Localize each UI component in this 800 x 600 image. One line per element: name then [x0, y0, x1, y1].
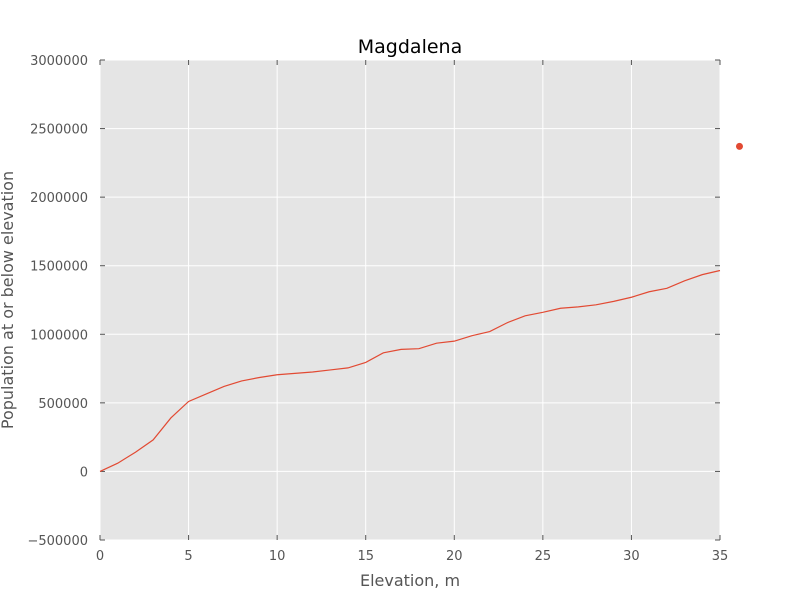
- y-tick-label: 2000000: [30, 191, 88, 206]
- x-tick-label: 35: [712, 549, 729, 564]
- series-line: [99, 269, 721, 472]
- x-tick-label: 20: [446, 549, 463, 564]
- y-tick-label: 2500000: [30, 123, 88, 138]
- series: [99, 269, 721, 472]
- y-tick-label: −500000: [27, 534, 88, 549]
- x-tick-label: 25: [535, 549, 552, 564]
- x-tick-label: 15: [357, 549, 374, 564]
- grid: [99, 59, 721, 541]
- x-tick-label: 0: [96, 549, 104, 564]
- y-tick-label: 500000: [38, 397, 88, 412]
- y-axis-label: Population at or below elevation: [0, 171, 17, 429]
- x-tick-labels: 0 5 10 15 20 25 30 35: [96, 549, 728, 564]
- x-axis-label: Elevation, m: [360, 571, 460, 590]
- data-point: [735, 142, 743, 150]
- y-tick-label: 1000000: [30, 328, 88, 343]
- plot-area: [100, 60, 720, 540]
- y-tick-label: 0: [80, 465, 88, 480]
- y-tick-label: 1500000: [30, 260, 88, 275]
- chart-title: Magdalena: [358, 36, 462, 58]
- y-tick-label: 3000000: [30, 54, 88, 69]
- x-tick-label: 30: [623, 549, 640, 564]
- points: [735, 142, 743, 150]
- ticks: [99, 59, 721, 541]
- x-tick-label: 5: [184, 549, 192, 564]
- y-tick-labels: −500000 0 500000 1000000 1500000 2000000 25000…: [27, 54, 88, 549]
- x-tick-label: 10: [269, 549, 286, 564]
